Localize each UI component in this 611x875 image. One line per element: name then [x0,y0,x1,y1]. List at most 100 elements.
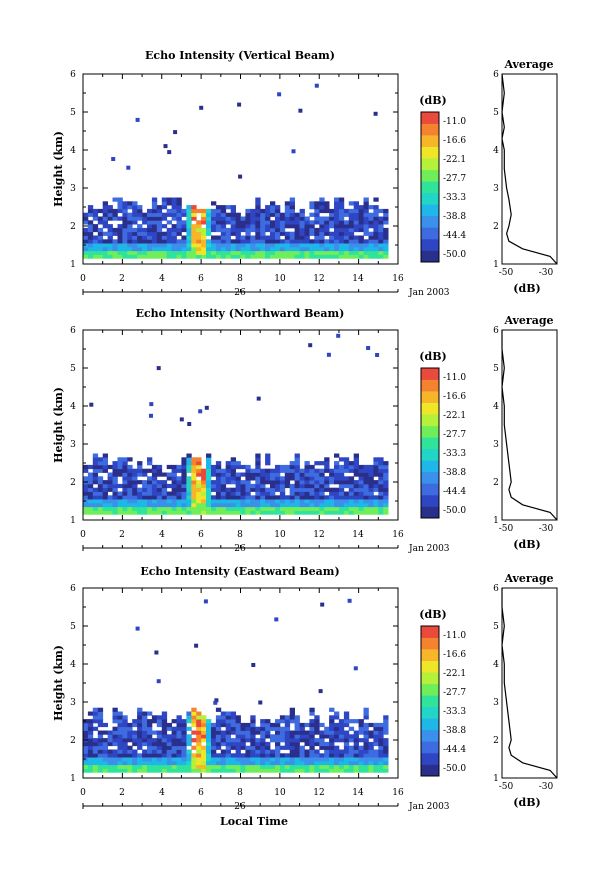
heatmap-cell [245,510,251,515]
heatmap-cell [319,461,325,466]
heatmap-cell [240,738,246,743]
heatmap-cell [122,239,128,244]
heatmap-cell [358,719,364,724]
heatmap-cell [309,201,315,206]
heatmap-cell [147,224,153,229]
heatmap-cell [102,730,108,735]
heatmap-cell [383,483,389,489]
x-tick-label: 0 [80,274,86,284]
heatmap-cell [186,212,192,217]
heatmap-cell [112,768,118,773]
heatmap-cell [191,480,197,485]
heatmap-cell [142,730,148,735]
colorbar-tick-label: -22.1 [443,155,466,165]
heatmap-cell [299,734,305,739]
heatmap-cell [358,243,364,248]
heatmap-cell [240,730,246,735]
heatmap-cell [358,738,364,743]
heatmap-cell [265,472,271,477]
heatmap-cell [181,495,187,500]
heatmap-cell [299,502,305,508]
heatmap-cell [127,722,133,728]
heatmap-cell [137,730,143,735]
heatmap-cell [107,764,113,769]
heatmap-cell [156,224,163,229]
heatmap-cell [83,726,89,731]
heatmap-cell [348,491,355,496]
heatmap-cell [137,753,143,758]
colorbar-swatch [421,215,439,228]
heatmap-cell [358,753,364,758]
heatmap-cell [324,726,330,731]
heatmap-cell [343,483,350,489]
heatmap-cell [373,227,379,233]
heatmap-cell [166,235,172,240]
heatmap-cell [279,239,286,244]
heatmap-cell [294,250,300,255]
heatmap-cell [363,468,369,473]
heatmap-cell [215,768,222,773]
heatmap-cell [383,227,389,233]
y-tick-label: 2 [70,222,76,232]
heatmap-cell [206,208,212,214]
heatmap-cell [97,753,104,758]
heatmap-cell [137,235,143,240]
heatmap-cell [304,220,310,225]
heatmap-cell [289,476,295,481]
heatmap-cell [122,495,128,500]
heatmap-cell [343,753,350,758]
heatmap-cell [97,722,104,728]
heatmap-cell [245,483,251,489]
heatmap-cell [348,235,355,240]
heatmap-cell [329,239,335,244]
heatmap-cell [151,491,158,496]
heatmap-cell [284,201,291,206]
heatmap-cell [117,243,123,248]
heatmap-cell [176,254,182,259]
heatmap-cell [112,726,118,731]
heatmap-cell [353,461,359,466]
date-axis: 26 Jan 2003 [82,288,450,298]
heatmap-cell [383,487,389,492]
heatmap-cell [225,749,231,754]
heatmap-cell [294,235,300,240]
heatmap-cell [343,510,350,515]
heatmap-cell [176,224,182,229]
heatmap-cell [324,461,330,466]
heatmap-cell [191,457,197,462]
heatmap-cell [137,738,143,743]
heatmap-cell [220,468,227,473]
heatmap-cell [284,726,291,731]
heatmap-cell [186,734,192,739]
heatmap-cell [299,250,305,255]
heatmap-cell [240,239,246,244]
heatmap-cell [92,510,99,515]
heatmap-cell [137,216,143,221]
heatmap-cell [142,753,148,758]
heatmap-cell [92,239,99,244]
heatmap-cell [314,220,320,225]
chart-title: Echo Intensity (Vertical Beam) [145,49,335,62]
heatmap-cell [250,487,256,492]
heatmap-cell [343,495,350,500]
heatmap-cell [378,502,384,508]
heatmap-cell [304,239,310,244]
heatmap-cell [309,741,315,747]
heatmap-cell [348,208,355,214]
heatmap-cell [230,220,236,225]
heatmap-cell [171,254,177,259]
heatmap-cell [112,216,118,221]
heatmap-cell [270,227,276,233]
heatmap-cell [324,764,330,769]
heatmap-cell [329,235,335,240]
heatmap-cell [147,730,153,735]
heatmap-cell [260,468,266,473]
heatmap-cell [289,235,295,240]
heatmap-cell [201,212,207,217]
heatmap-cell [107,495,113,500]
heatmap-cell [265,476,271,481]
heatmap-cell [250,753,256,758]
heatmap-cell [206,227,212,233]
heatmap-cell [213,700,218,705]
heatmap-cell [171,510,177,515]
